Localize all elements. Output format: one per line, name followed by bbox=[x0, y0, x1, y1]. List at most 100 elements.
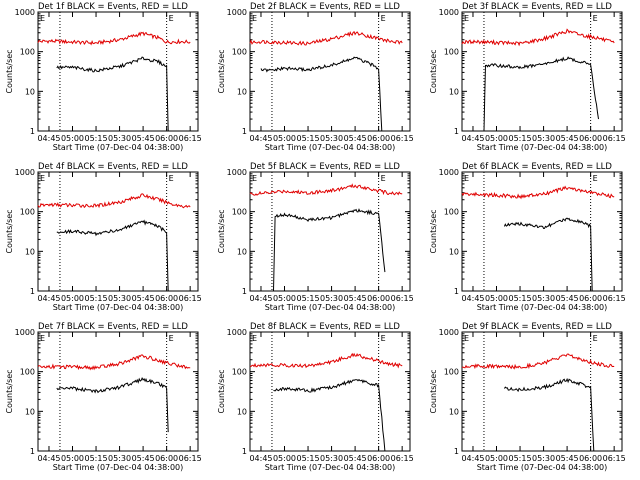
y-tick-label: 1000 bbox=[227, 328, 247, 337]
chart-panel-4: Det 4f BLACK = Events, RED = LLD 1 10 100 10… bbox=[5, 162, 202, 312]
x-tick-label: 04:45 bbox=[461, 454, 484, 463]
x-tick-label: 05:00 bbox=[61, 454, 84, 463]
x-tick-label: 06:15 bbox=[179, 454, 202, 463]
chart-title: Det 8f BLACK = Events, RED = LLD bbox=[250, 322, 400, 332]
event-marker-label: E bbox=[169, 14, 174, 23]
events-series-line bbox=[503, 217, 593, 292]
x-tick-label: 05:00 bbox=[61, 294, 84, 303]
plot-frame bbox=[249, 11, 411, 132]
chart-title: Det 6f BLACK = Events, RED = LLD bbox=[462, 162, 612, 172]
y-axis-label: Counts/sec bbox=[217, 369, 226, 413]
x-tick-label: 05:00 bbox=[273, 294, 296, 303]
x-tick-label: 06:00 bbox=[579, 294, 602, 303]
plot-frame bbox=[249, 171, 411, 292]
chart-panel-5: Det 5f BLACK = Events, RED = LLD 1 10 100 10… bbox=[217, 162, 414, 312]
x-tick-label: 04:45 bbox=[37, 134, 60, 143]
event-marker-label: E bbox=[593, 14, 598, 23]
x-tick-label: 05:30 bbox=[320, 454, 343, 463]
x-tick-label: 06:00 bbox=[155, 294, 178, 303]
event-marker-label: E bbox=[169, 174, 174, 183]
x-tick-label: 04:45 bbox=[461, 134, 484, 143]
chart-title: Det 2f BLACK = Events, RED = LLD bbox=[250, 2, 400, 12]
y-tick-label: 10 bbox=[449, 407, 459, 416]
chart-title: Det 3f BLACK = Events, RED = LLD bbox=[462, 2, 612, 12]
y-tick-label: 10 bbox=[25, 87, 35, 96]
x-tick-label: 05:30 bbox=[108, 454, 131, 463]
x-tick-label: 05:45 bbox=[132, 134, 155, 143]
chart-panel-7: Det 7f BLACK = Events, RED = LLD 1 10 100 10… bbox=[5, 322, 202, 472]
y-axis-label: Counts/sec bbox=[217, 49, 226, 93]
chart-title: Det 4f BLACK = Events, RED = LLD bbox=[38, 162, 188, 172]
x-tick-label: 06:15 bbox=[179, 294, 202, 303]
x-tick-label: 05:00 bbox=[485, 134, 508, 143]
y-tick-label: 10 bbox=[25, 247, 35, 256]
x-tick-label: 05:00 bbox=[61, 134, 84, 143]
chart-panel-1: Det 1f BLACK = Events, RED = LLD 1 10 100 10… bbox=[5, 2, 202, 152]
lld-series-line bbox=[37, 354, 191, 371]
events-series-line bbox=[503, 377, 595, 452]
x-tick-label: 04:45 bbox=[249, 294, 272, 303]
x-tick-label: 05:30 bbox=[532, 134, 555, 143]
x-tick-label: 05:45 bbox=[556, 294, 579, 303]
x-tick-label: 05:30 bbox=[320, 134, 343, 143]
y-tick-label: 10 bbox=[25, 407, 35, 416]
x-axis-label: Start Time (07-Dec-04 04:38:00) bbox=[53, 303, 184, 312]
x-tick-label: 05:15 bbox=[85, 134, 108, 143]
y-tick-label: 10 bbox=[237, 87, 247, 96]
x-tick-label: 06:00 bbox=[367, 294, 390, 303]
y-tick-label: 100 bbox=[444, 208, 459, 217]
events-series-line bbox=[56, 219, 169, 292]
x-axis-label: Start Time (07-Dec-04 04:38:00) bbox=[53, 143, 184, 152]
events-series-line bbox=[273, 378, 386, 452]
y-axis-label: Counts/sec bbox=[429, 209, 438, 253]
y-tick-label: 100 bbox=[444, 48, 459, 57]
x-tick-label: 05:30 bbox=[532, 454, 555, 463]
x-tick-label: 05:15 bbox=[85, 294, 108, 303]
plot-frame bbox=[37, 331, 199, 452]
event-marker-label: E bbox=[40, 174, 45, 183]
x-tick-label: 04:45 bbox=[37, 454, 60, 463]
chart-panel-3: Det 3f BLACK = Events, RED = LLD 1 10 100 10… bbox=[429, 2, 626, 152]
x-tick-label: 05:45 bbox=[344, 294, 367, 303]
y-tick-label: 100 bbox=[232, 208, 247, 217]
chart-title: Det 1f BLACK = Events, RED = LLD bbox=[38, 2, 188, 12]
x-tick-label: 05:00 bbox=[485, 454, 508, 463]
chart-panel-2: Det 2f BLACK = Events, RED = LLD 1 10 100 10… bbox=[217, 2, 414, 152]
event-marker-label: E bbox=[252, 174, 257, 183]
x-tick-label: 05:15 bbox=[509, 454, 532, 463]
event-marker-label: E bbox=[381, 174, 386, 183]
y-tick-label: 10 bbox=[449, 87, 459, 96]
y-axis-label: Counts/sec bbox=[5, 369, 14, 413]
x-tick-label: 06:15 bbox=[603, 294, 626, 303]
chart-title: Det 5f BLACK = Events, RED = LLD bbox=[250, 162, 400, 172]
x-tick-label: 04:45 bbox=[249, 134, 272, 143]
event-marker-label: E bbox=[169, 334, 174, 343]
x-tick-label: 05:15 bbox=[297, 134, 320, 143]
y-tick-label: 1 bbox=[454, 447, 459, 456]
x-tick-label: 05:30 bbox=[320, 294, 343, 303]
x-tick-label: 06:15 bbox=[179, 134, 202, 143]
x-tick-label: 06:15 bbox=[391, 294, 414, 303]
y-tick-label: 1 bbox=[454, 287, 459, 296]
y-tick-label: 1 bbox=[242, 127, 247, 136]
y-axis-label: Counts/sec bbox=[429, 369, 438, 413]
event-marker-label: E bbox=[381, 14, 386, 23]
y-tick-label: 1 bbox=[454, 127, 459, 136]
x-axis-label: Start Time (07-Dec-04 04:38:00) bbox=[265, 143, 396, 152]
events-series-line bbox=[56, 376, 169, 433]
y-tick-label: 1 bbox=[242, 287, 247, 296]
y-axis-label: Counts/sec bbox=[217, 209, 226, 253]
y-tick-label: 1000 bbox=[439, 328, 459, 337]
events-series-line bbox=[56, 56, 169, 132]
plot-frame bbox=[461, 11, 623, 132]
x-tick-label: 04:45 bbox=[37, 294, 60, 303]
y-tick-label: 100 bbox=[20, 208, 35, 217]
event-marker-label: E bbox=[381, 334, 386, 343]
y-axis-label: Counts/sec bbox=[5, 49, 14, 93]
x-tick-label: 05:15 bbox=[509, 134, 532, 143]
chart-panel-8: Det 8f BLACK = Events, RED = LLD 1 10 100 10… bbox=[217, 322, 414, 472]
x-tick-label: 06:00 bbox=[579, 134, 602, 143]
y-axis-label: Counts/sec bbox=[429, 49, 438, 93]
y-tick-label: 10 bbox=[237, 247, 247, 256]
